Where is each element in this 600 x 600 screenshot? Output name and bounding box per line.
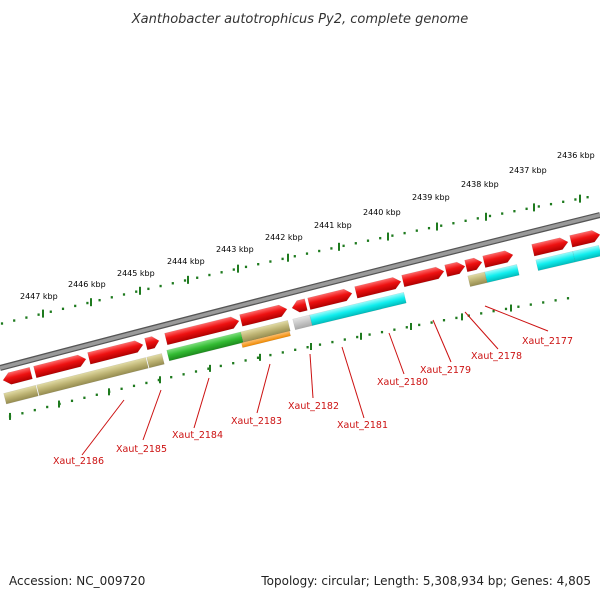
label-leader-line (309, 353, 314, 399)
gene-label: Xaut_2185 (116, 444, 167, 455)
reverse-cds (146, 353, 165, 369)
gene-labels: Xaut_2186 Xaut_2185 Xaut_2184 Xaut_2183 Xaut… (53, 336, 573, 467)
label-leader-line (193, 377, 210, 429)
rna-feature (535, 250, 576, 271)
forward-cds-arrow (291, 298, 308, 313)
forward-cds-arrow (87, 340, 144, 365)
forward-cds-arrow (354, 277, 402, 299)
forward-cds-arrow (164, 316, 240, 346)
map-title: Xanthobacter autotrophicus Py2, complete… (131, 12, 468, 27)
rna-feature (241, 330, 291, 348)
label-leader-line (464, 311, 499, 350)
forward-cds-arrow (531, 237, 569, 257)
label-leader-line (432, 319, 452, 363)
forward-cds-arrow (444, 261, 466, 277)
scale-label: 2445 kbp (117, 269, 155, 278)
gene-label: Xaut_2182 (288, 401, 339, 412)
accession-text: Accession: NC_009720 (9, 574, 146, 588)
scale-label: 2442 kbp (265, 233, 303, 242)
reverse-strand-genes (3, 244, 600, 405)
gene-label: Xaut_2177 (522, 336, 573, 347)
genome-backbone (0, 213, 600, 370)
reverse-cds (3, 384, 39, 405)
label-leader-line (388, 332, 405, 375)
outer-scale-ring (0, 194, 589, 325)
rna-feature (572, 244, 600, 263)
gene-label: Xaut_2186 (53, 456, 104, 467)
forward-cds-arrow (33, 354, 87, 379)
forward-cds-arrow (482, 250, 514, 268)
gene-label: Xaut_2178 (471, 351, 522, 362)
scale-label: 2436 kbp (557, 151, 595, 160)
reverse-cds (467, 271, 488, 287)
pseudo-feature (292, 314, 313, 331)
forward-cds-arrow (144, 336, 160, 351)
reverse-cds (36, 357, 149, 396)
scale-label: 2440 kbp (363, 208, 401, 217)
label-leader-line (341, 346, 365, 419)
scale-label: 2447 kbp (20, 292, 58, 301)
label-leader-line (256, 363, 271, 414)
rna-feature (484, 264, 520, 283)
scale-label: 2437 kbp (509, 166, 547, 175)
gene-label: Xaut_2180 (377, 377, 428, 388)
gene-label: Xaut_2184 (172, 430, 223, 441)
label-leader-line (142, 389, 162, 441)
genome-summary-text: Topology: circular; Length: 5,308,934 bp… (261, 574, 591, 588)
label-leader-line (81, 399, 125, 456)
scale-label: 2441 kbp (314, 221, 352, 230)
gene-label: Xaut_2181 (337, 420, 388, 431)
scale-labels: 2447 kbp 2446 kbp 2445 kbp 2444 kbp 2443 kbp… (20, 151, 595, 301)
forward-cds-arrow (401, 266, 445, 288)
rna-feature (309, 291, 407, 326)
inner-scale-ring (8, 297, 570, 420)
forward-cds-arrow (307, 288, 353, 310)
gene-label: Xaut_2183 (231, 416, 282, 427)
gene-label: Xaut_2179 (420, 365, 471, 376)
scale-label: 2446 kbp (68, 280, 106, 289)
reverse-cds (240, 320, 291, 343)
scale-label: 2438 kbp (461, 180, 499, 189)
gene-label-leaders (81, 305, 549, 456)
forward-cds-arrow (239, 304, 288, 327)
forward-cds-arrow (464, 257, 483, 273)
scale-label: 2443 kbp (216, 245, 254, 254)
scale-label: 2444 kbp (167, 257, 205, 266)
forward-cds-arrow (2, 366, 33, 385)
scale-label: 2439 kbp (412, 193, 450, 202)
label-leader-line (484, 305, 549, 332)
forward-cds-arrow (569, 230, 600, 248)
forward-strand-genes (2, 230, 600, 385)
